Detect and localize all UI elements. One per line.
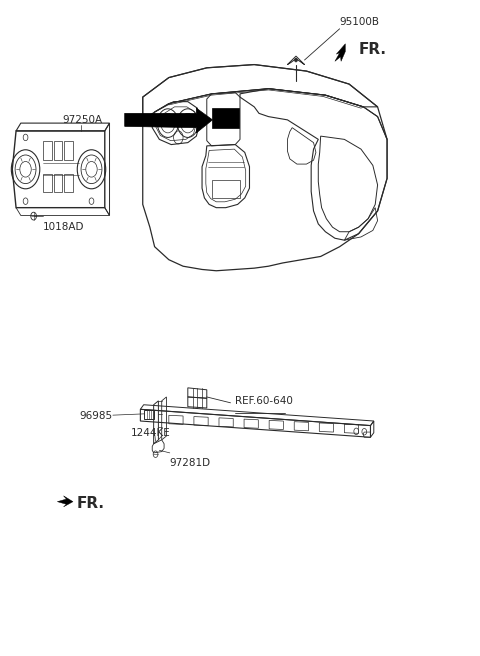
Bar	[43, 140, 52, 160]
Text: FR.: FR.	[76, 496, 104, 511]
Bar	[64, 140, 72, 160]
Bar	[212, 180, 240, 198]
Polygon shape	[213, 108, 239, 128]
Text: 95100B: 95100B	[340, 18, 380, 28]
Bar	[54, 140, 62, 160]
Text: 1018AD: 1018AD	[43, 222, 84, 232]
Text: 96985: 96985	[80, 411, 113, 420]
Text: 97250A: 97250A	[62, 115, 102, 125]
Text: 1244KE: 1244KE	[131, 428, 170, 438]
Text: FR.: FR.	[359, 42, 386, 57]
Bar	[43, 174, 52, 192]
Bar	[64, 174, 72, 192]
Polygon shape	[335, 44, 345, 61]
Polygon shape	[125, 108, 213, 133]
Polygon shape	[57, 496, 73, 507]
Text: 97281D: 97281D	[170, 458, 211, 468]
Circle shape	[295, 58, 298, 62]
Text: REF.60-640: REF.60-640	[235, 396, 293, 406]
Bar	[54, 174, 62, 192]
